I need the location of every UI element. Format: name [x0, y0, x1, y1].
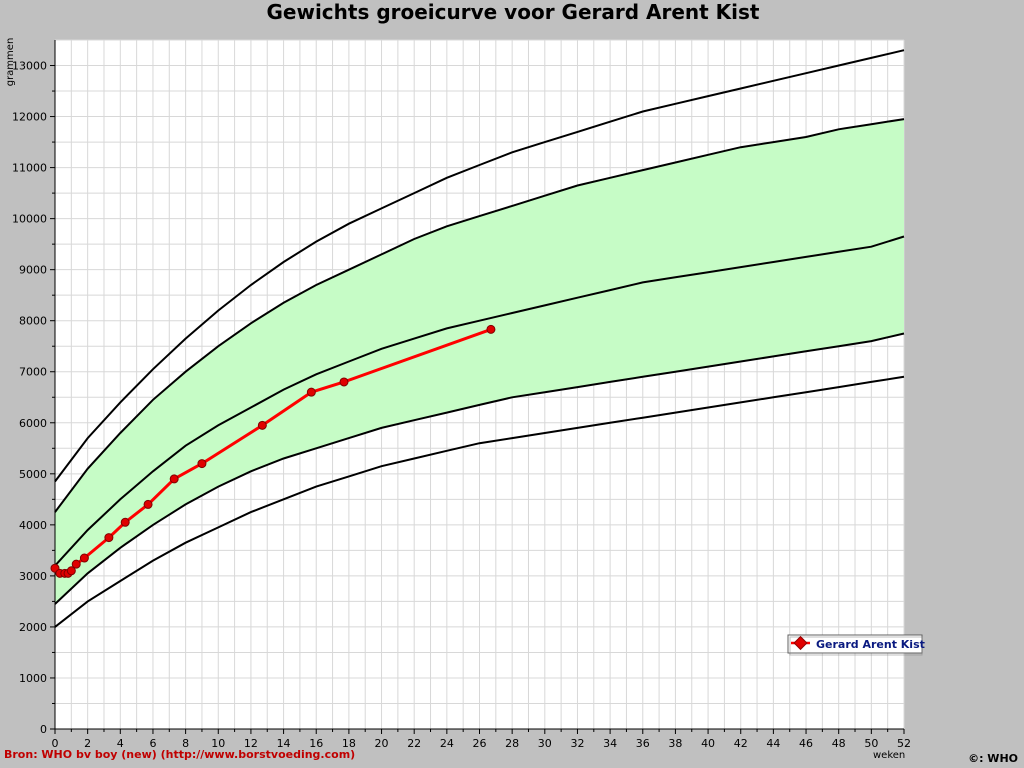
percentile-band [55, 119, 904, 604]
y-tick-label: 13000 [12, 60, 47, 73]
x-tick-label: 8 [182, 737, 189, 750]
y-tick-label: 7000 [19, 366, 47, 379]
x-tick-label: 50 [864, 737, 878, 750]
x-tick-label: 2 [84, 737, 91, 750]
data-point [306, 387, 316, 397]
percentile-curve-band-lower [54, 332, 905, 605]
data-point [104, 533, 114, 543]
data-point [257, 420, 267, 430]
y-tick-label: 0 [40, 723, 47, 736]
y-tick-label: 2000 [19, 621, 47, 634]
x-tick-labels: 0 2 4 6 8 10 12 14 16 18 20 22 24 26 28 30 32 34 36 38 40 42 4… [52, 729, 911, 750]
percentile-curve-band-upper [54, 118, 905, 513]
x-axis-label: weken [873, 750, 905, 761]
x-tick-label: 10 [211, 737, 225, 750]
x-tick-label: 26 [473, 737, 487, 750]
data-point [197, 459, 207, 469]
x-tick-label: 16 [309, 737, 323, 750]
x-tick-label: 44 [766, 737, 780, 750]
y-tick-label: 5000 [19, 468, 47, 481]
source-note: Bron: WHO bv boy (new) (http://www.borst… [4, 748, 355, 761]
chart-title: Gewichts groeicurve voor Gerard Arent Ki… [266, 0, 759, 24]
legend-label: Gerard Arent Kist [816, 638, 925, 651]
x-tick-label: 20 [375, 737, 389, 750]
x-tick-label: 34 [603, 737, 617, 750]
y-axis-label: grammen [5, 38, 16, 87]
y-tick-label: 9000 [19, 264, 47, 277]
percentile-curve-outer-lower [54, 375, 905, 628]
y-tick-label: 1000 [19, 672, 47, 685]
y-tick-labels: 0 1000 2000 3000 4000 5000 6000 7000 8000 9000 100… [12, 60, 55, 736]
data-point [71, 559, 81, 569]
data-point [79, 553, 89, 563]
x-tick-label: 36 [636, 737, 650, 750]
y-tick-label: 8000 [19, 315, 47, 328]
x-tick-label: 30 [538, 737, 552, 750]
x-tick-label: 42 [734, 737, 748, 750]
x-tick-label: 0 [52, 737, 59, 750]
percentile-curves [54, 49, 905, 628]
x-tick-label: 4 [117, 737, 124, 750]
legend-marker-icon [793, 635, 808, 651]
percentile-curve-median [54, 235, 905, 567]
copyright-note: ©: WHO [968, 752, 1018, 765]
x-tick-label: 18 [342, 737, 356, 750]
data-point [143, 499, 153, 509]
y-tick-label: 12000 [12, 111, 47, 124]
x-tick-label: 14 [277, 737, 291, 750]
data-point [486, 324, 496, 334]
x-tick-label: 28 [505, 737, 519, 750]
x-tick-label: 48 [832, 737, 846, 750]
series-gerard [50, 324, 496, 578]
data-point [120, 517, 130, 527]
legend: Gerard Arent Kist [787, 634, 925, 656]
x-tick-label: 32 [570, 737, 584, 750]
x-tick-label: 24 [440, 737, 454, 750]
x-tick-label: 52 [897, 737, 911, 750]
x-tick-label: 6 [149, 737, 156, 750]
x-tick-label: 46 [799, 737, 813, 750]
percentile-curve-outer-upper [54, 49, 905, 483]
y-tick-label: 10000 [12, 213, 47, 226]
data-point [66, 566, 76, 576]
x-tick-label: 22 [407, 737, 421, 750]
x-tick-label: 12 [244, 737, 258, 750]
y-tick-label: 11000 [12, 162, 47, 175]
y-tick-label: 6000 [19, 417, 47, 430]
y-tick-label: 3000 [19, 570, 47, 583]
data-point [339, 377, 349, 387]
data-point [169, 474, 179, 484]
x-tick-label: 38 [668, 737, 682, 750]
y-tick-label: 4000 [19, 519, 47, 532]
x-tick-label: 40 [701, 737, 715, 750]
